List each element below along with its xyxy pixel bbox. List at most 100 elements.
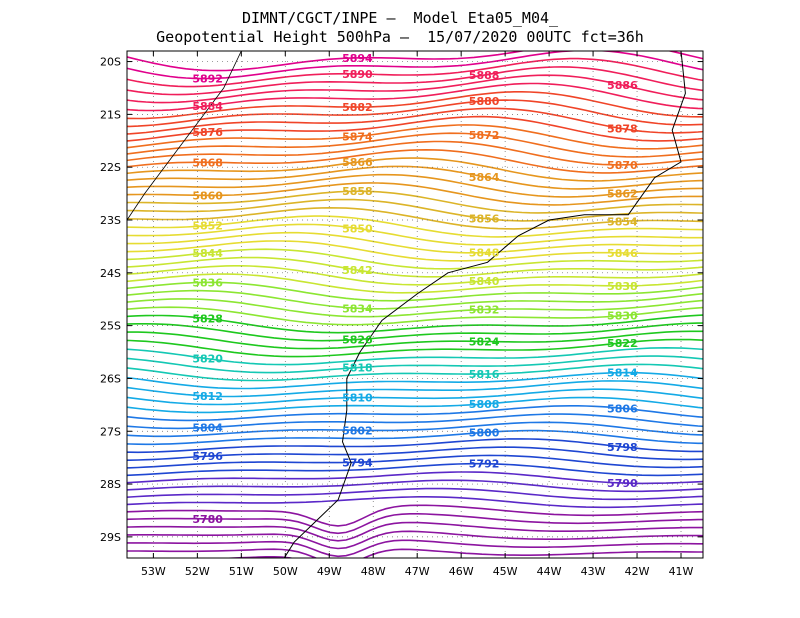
state-border-path — [127, 51, 242, 221]
contour-label: 5836 — [192, 276, 223, 289]
contour-line — [127, 380, 703, 398]
contour-line — [127, 173, 703, 198]
lon-tick-label: 52W — [185, 565, 210, 578]
contour-line — [127, 74, 703, 104]
coastline — [127, 51, 686, 558]
contour-label: 5868 — [192, 156, 223, 169]
contour-label: 5800 — [469, 426, 500, 439]
contour-line — [127, 132, 703, 158]
contour-line — [127, 530, 703, 550]
contour-line — [127, 190, 703, 214]
contour-line — [127, 265, 703, 286]
contour-line — [127, 157, 703, 182]
contour-label: 5852 — [192, 220, 223, 233]
lon-tick-label: 51W — [229, 565, 254, 578]
lat-tick-label: 26S — [100, 372, 121, 385]
contour-label: 5876 — [192, 126, 223, 139]
contour-line — [127, 438, 703, 454]
contour-line — [127, 388, 703, 406]
contour-line — [127, 289, 703, 310]
contour-line — [127, 496, 703, 509]
contour-label: 5796 — [192, 450, 223, 463]
contour-label: 5816 — [469, 368, 500, 381]
contour-label: 5804 — [192, 421, 223, 434]
contour-line — [127, 429, 703, 446]
contour-label: 5886 — [607, 79, 638, 92]
lon-tick-label: 48W — [361, 565, 386, 578]
contour-line — [127, 273, 703, 294]
contour-label: 5894 — [342, 52, 373, 65]
contour-lines — [127, 51, 703, 558]
contour-label: 5892 — [192, 73, 223, 86]
lon-tick-label: 46W — [449, 565, 474, 578]
contour-line — [127, 140, 703, 166]
contour-line — [127, 206, 703, 230]
contour-label: 5860 — [192, 189, 223, 202]
contour-label: 5854 — [607, 215, 638, 228]
contour-label: 5846 — [607, 247, 638, 260]
contour-label: 5888 — [469, 69, 500, 82]
contour-line — [127, 355, 703, 374]
contour-line — [127, 446, 703, 461]
contour-label: 5840 — [469, 275, 500, 288]
contour-line — [127, 363, 703, 382]
contour-label: 5832 — [469, 303, 500, 316]
lat-tick-label: 28S — [100, 478, 121, 491]
contour-line — [127, 115, 703, 142]
lon-tick-label: 49W — [317, 565, 342, 578]
contour-line — [127, 57, 703, 88]
contour-line — [127, 338, 703, 358]
contour-line — [127, 82, 703, 112]
contour-line — [127, 413, 703, 430]
contour-label: 5822 — [607, 337, 638, 350]
contour-line — [127, 223, 703, 246]
contour-line — [127, 396, 703, 414]
lat-tick-label: 27S — [100, 425, 121, 438]
contour-label: 5814 — [607, 367, 638, 380]
contour-label: 5808 — [469, 398, 500, 411]
contour-line — [127, 306, 703, 326]
contour-line — [127, 322, 703, 342]
contour-label: 5884 — [192, 100, 223, 113]
contour-label: 5792 — [469, 458, 500, 471]
contour-line — [127, 124, 703, 150]
contour-line — [127, 248, 703, 270]
contour-line — [127, 240, 703, 262]
contour-label: 5850 — [342, 222, 373, 235]
contour-line — [127, 182, 703, 206]
contour-label: 5856 — [469, 212, 500, 225]
contour-label: 5798 — [607, 441, 638, 454]
contour-label: 5858 — [342, 185, 373, 198]
lon-tick-label: 43W — [581, 565, 606, 578]
lat-tick-label: 20S — [100, 56, 121, 69]
contour-label: 5780 — [192, 513, 223, 526]
contour-label: 5874 — [342, 130, 373, 143]
lon-tick-label: 42W — [625, 565, 650, 578]
contour-label: 5818 — [342, 362, 373, 375]
contour-line — [127, 454, 703, 469]
lat-tick-label: 29S — [100, 531, 121, 544]
contour-line — [127, 281, 703, 302]
contour-line — [127, 346, 703, 366]
lat-tick-label: 21S — [100, 108, 121, 121]
lon-tick-label: 44W — [537, 565, 562, 578]
contour-label: 5806 — [607, 402, 638, 415]
contour-label: 5844 — [192, 247, 223, 260]
contour-label: 5890 — [342, 68, 373, 81]
contour-label: 5866 — [342, 156, 373, 169]
contour-line — [127, 165, 703, 190]
contour-line — [127, 471, 703, 485]
lon-tick-label: 41W — [669, 565, 694, 578]
contour-line — [127, 462, 703, 477]
contour-line — [127, 314, 703, 334]
grid-lines — [127, 51, 703, 558]
axis-ticks: 20S 21S 22S 23S 24S 25S 26S 27S 28S 29S 53W 52W 51W 5… — [100, 51, 703, 578]
contour-label: 5862 — [607, 187, 638, 200]
contour-line — [127, 51, 703, 72]
contour-labels: 5892 5890 5888 5886 5884 5882 5880 5878 5876 5874… — [192, 52, 638, 526]
contour-label: 5870 — [607, 159, 638, 172]
contour-line — [127, 148, 703, 174]
contour-line — [127, 487, 703, 501]
contour-label: 5878 — [607, 123, 638, 136]
lat-tick-label: 25S — [100, 320, 121, 333]
